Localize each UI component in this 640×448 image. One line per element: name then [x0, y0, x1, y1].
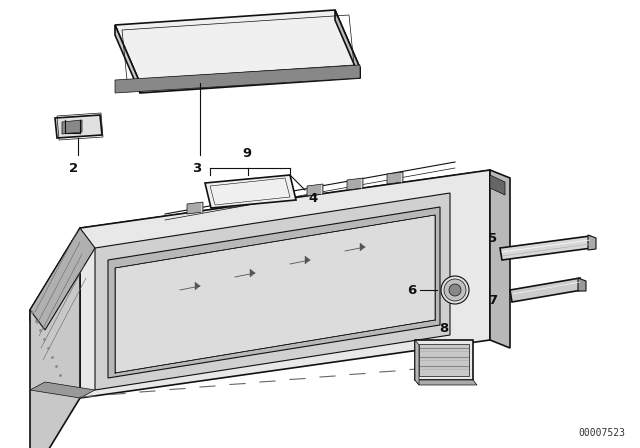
Polygon shape — [80, 170, 490, 398]
Ellipse shape — [441, 276, 469, 304]
Polygon shape — [490, 175, 505, 195]
Polygon shape — [250, 269, 255, 277]
Text: 3: 3 — [193, 162, 202, 175]
Text: 7: 7 — [488, 293, 497, 306]
Polygon shape — [115, 65, 360, 93]
Text: 8: 8 — [440, 322, 449, 335]
Polygon shape — [108, 207, 440, 378]
Polygon shape — [267, 190, 283, 202]
Polygon shape — [415, 340, 419, 385]
Polygon shape — [30, 228, 80, 448]
Polygon shape — [95, 193, 450, 390]
Polygon shape — [419, 344, 469, 376]
Text: 5: 5 — [488, 232, 497, 245]
Polygon shape — [510, 278, 582, 302]
Polygon shape — [500, 236, 592, 260]
Text: 2: 2 — [69, 162, 79, 175]
Polygon shape — [55, 115, 102, 138]
Polygon shape — [30, 228, 95, 330]
Polygon shape — [347, 178, 363, 190]
Ellipse shape — [449, 284, 461, 296]
Ellipse shape — [444, 279, 466, 301]
Polygon shape — [140, 68, 360, 93]
Polygon shape — [415, 380, 477, 385]
Polygon shape — [187, 202, 203, 214]
Polygon shape — [227, 196, 243, 208]
Text: 00007523: 00007523 — [578, 428, 625, 438]
Polygon shape — [360, 243, 365, 251]
Polygon shape — [62, 120, 82, 134]
Text: 9: 9 — [243, 147, 252, 160]
Polygon shape — [195, 282, 200, 290]
Polygon shape — [305, 256, 310, 264]
Polygon shape — [307, 184, 323, 196]
Polygon shape — [115, 25, 140, 93]
Polygon shape — [30, 382, 95, 398]
Polygon shape — [205, 175, 296, 208]
Text: 4: 4 — [308, 192, 317, 205]
Polygon shape — [387, 172, 403, 184]
Polygon shape — [490, 170, 510, 348]
Polygon shape — [115, 10, 360, 83]
Polygon shape — [30, 228, 80, 322]
Polygon shape — [578, 278, 586, 291]
Polygon shape — [115, 215, 435, 373]
Text: 6: 6 — [407, 284, 416, 297]
Polygon shape — [415, 340, 473, 380]
Polygon shape — [80, 170, 490, 240]
Polygon shape — [335, 10, 360, 78]
Polygon shape — [588, 235, 596, 250]
